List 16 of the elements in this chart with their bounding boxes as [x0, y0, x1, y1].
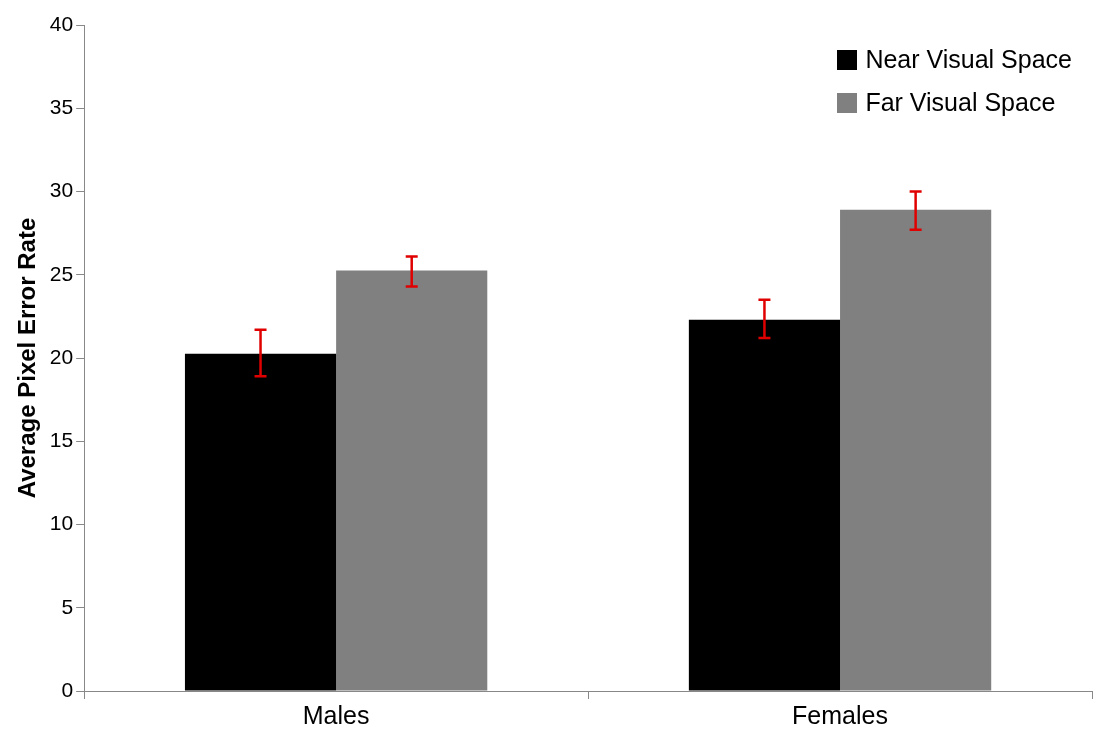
- y-tick-label: 5: [61, 594, 74, 618]
- x-tick-label: Females: [792, 700, 888, 729]
- y-tick-label: 35: [49, 95, 74, 119]
- y-axis-title: Average Pixel Error Rate: [13, 217, 41, 499]
- y-tick-label: 30: [49, 178, 74, 202]
- legend-label: Near Visual Space: [865, 45, 1072, 74]
- bar: [184, 353, 337, 691]
- bar: [688, 319, 841, 691]
- y-tick-label: 40: [49, 11, 74, 35]
- y-tick-label: 10: [49, 511, 74, 535]
- legend-label: Far Visual Space: [865, 88, 1056, 117]
- x-tick-label: Males: [302, 700, 370, 729]
- y-tick-label: 20: [49, 344, 74, 368]
- y-tick-label: 0: [61, 677, 74, 701]
- y-tick-label: 25: [49, 261, 74, 285]
- y-tick-label: 15: [49, 428, 74, 452]
